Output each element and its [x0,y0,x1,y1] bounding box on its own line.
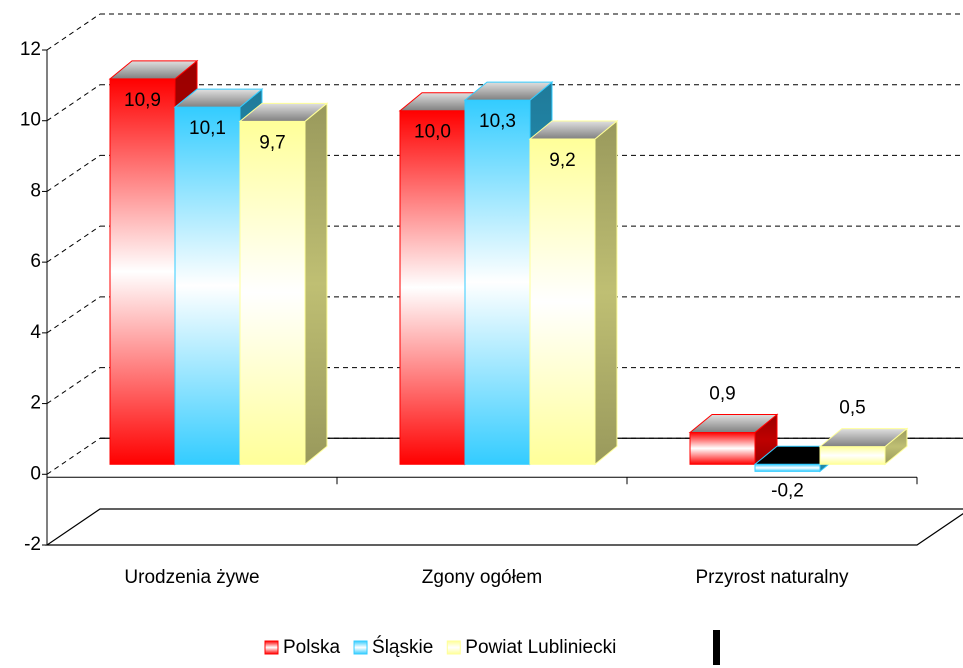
y-tick-label: 12 [20,39,41,60]
bar-side [304,102,328,466]
bar-top [108,60,199,80]
legend-artifact [713,630,720,665]
bar-top [463,81,554,101]
bar-front [174,106,241,465]
data-label: 0,9 [709,383,735,404]
y-tick-label: 4 [30,322,41,343]
data-label: 10,1 [189,118,226,139]
data-label: 0,5 [839,398,865,419]
grid-diagonal [46,13,101,51]
bar-top [818,428,909,448]
bar [688,413,779,466]
bar-front [529,138,596,465]
x-tick-label: Przyrost naturalny [695,567,849,588]
data-label: 10,3 [479,111,516,132]
y-tick-label: 6 [30,251,41,272]
x-tick-label: Urodzenia żywe [124,567,259,588]
legend-swatch [264,640,279,655]
bar-front [689,431,756,465]
bar-top [238,102,329,122]
bar [238,102,329,466]
x-tick-label: Zgony ogółem [422,567,542,588]
data-label: 9,7 [259,132,285,153]
y-tick-label: 2 [30,393,41,414]
data-label: 10,9 [124,90,161,111]
bar-front [464,99,531,465]
legend-swatch [353,640,368,655]
y-tick-label: -2 [24,534,41,555]
bar-top [528,120,619,140]
bar-front [399,110,466,465]
bar-front [109,78,176,465]
data-label: -0,2 [771,480,804,501]
legend-label: Śląskie [372,636,433,658]
bar [818,427,909,466]
bar-front [754,463,821,472]
grid-diagonal [46,155,101,192]
data-label: 10,0 [414,122,451,143]
legend-swatch [446,640,461,655]
grid-diagonal [46,296,101,334]
bar-front [819,446,886,465]
bar-top [173,88,264,108]
y-tick-label: 10 [20,110,41,131]
grid-diagonal [46,437,101,475]
grid-diagonal [46,225,101,263]
y-tick-label: 0 [30,463,41,484]
bar-front [239,120,306,465]
grid-diagonal [46,367,101,404]
bar-top [688,413,779,433]
legend-label: Polska [283,637,340,658]
data-label: 9,2 [549,150,575,171]
y-tick-label: 8 [30,180,41,201]
bar [528,119,619,466]
bar-side [594,119,618,466]
grid-diagonal [46,84,101,122]
legend-label: Powiat Lubliniecki [465,637,616,658]
floor [45,508,963,546]
